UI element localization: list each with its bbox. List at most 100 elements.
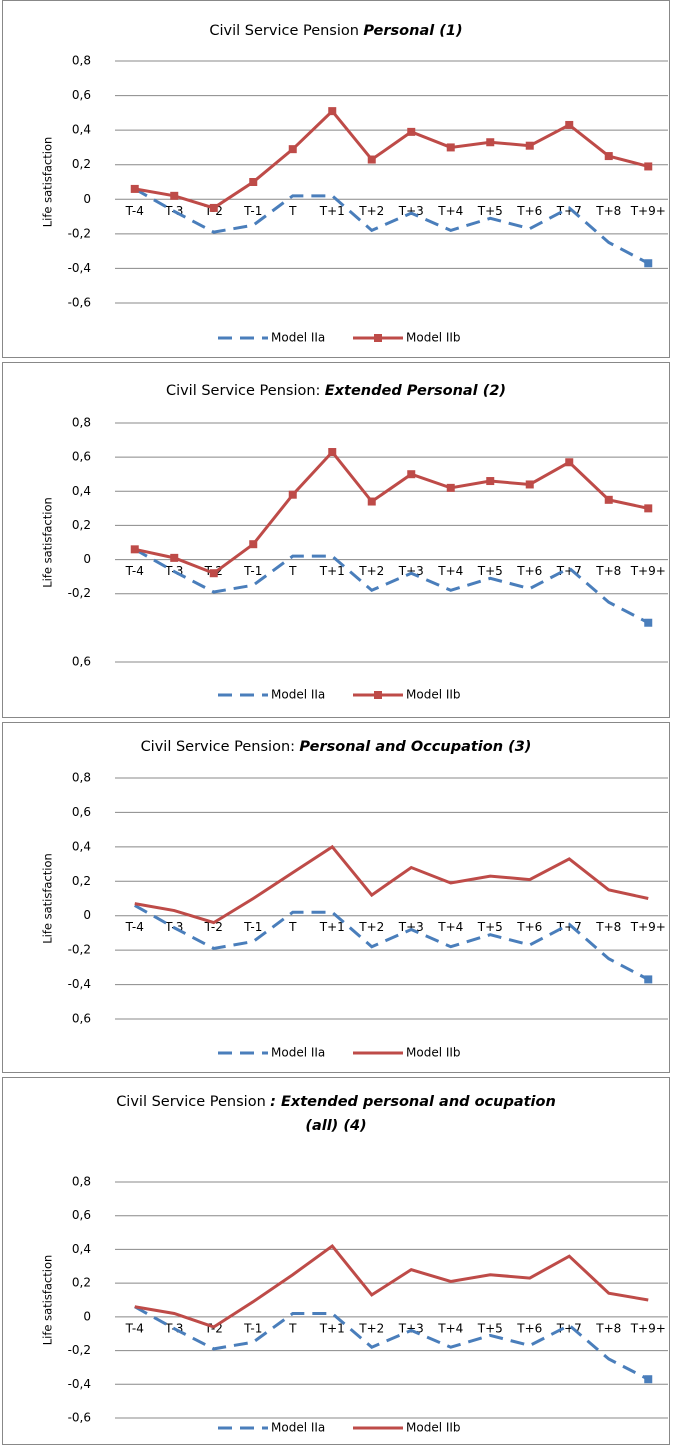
title-part: : Extended personal and ocupation (all) …: [270, 1094, 556, 1134]
x-tick-label: T+5: [477, 204, 503, 218]
x-tick-label: T+8: [595, 204, 621, 218]
chart-title: Civil Service Pension Personal (1): [36, 19, 636, 43]
y-tick-label: 0: [83, 192, 91, 206]
x-tick-label: T+2: [358, 1321, 384, 1335]
data-marker: [249, 540, 258, 549]
chart: 0,8 0,6 0,4 0,2 0 -0,2 -0,4 0,6 Life satisfactio…: [41, 771, 668, 1060]
y-tick-label: 0,6: [72, 805, 91, 819]
y-tick-label: 0,8: [72, 771, 91, 785]
data-marker: [644, 1375, 653, 1384]
series-line: [134, 187, 649, 265]
y-tick-label: 0,8: [72, 416, 91, 430]
data-marker: [288, 145, 297, 154]
data-marker: [407, 127, 416, 136]
data-marker: [604, 495, 613, 504]
x-tick-label: T-4: [125, 1321, 144, 1335]
data-marker: [644, 162, 653, 171]
series-line: [134, 449, 649, 575]
x-tick-label: T+2: [358, 920, 384, 934]
x-tick-label: T+1: [319, 564, 345, 578]
chart-panel: 0,8 0,6 0,4 0,2 0 -0,2 -0,4 -0,6 Life satisfacti…: [2, 0, 670, 358]
data-marker: [525, 480, 534, 489]
data-marker: [170, 553, 179, 562]
y-tick-label: 0,2: [72, 1276, 91, 1290]
x-tick-label: T+1: [319, 920, 345, 934]
legend-label: Model IIa: [271, 688, 325, 702]
y-tick-label: 0: [83, 552, 91, 566]
x-tick-label: T-1: [243, 1321, 262, 1335]
data-marker: [407, 470, 416, 479]
x-tick-label: T+6: [516, 564, 542, 578]
chart-title: Civil Service Pension: Extended Personal …: [36, 379, 636, 403]
title-part: Civil Service Pension:: [140, 739, 296, 755]
x-tick-label: T: [288, 1321, 297, 1335]
x-tick-label: T+5: [477, 1321, 503, 1335]
x-tick-label: T+1: [319, 204, 345, 218]
x-tick-label: T-1: [243, 564, 262, 578]
x-tick-label: T+5: [477, 564, 503, 578]
y-tick-label: -0,2: [68, 1343, 91, 1357]
x-tick-label: T+8: [595, 920, 621, 934]
y-tick-label: -0,2: [68, 226, 91, 240]
y-tick-label: -0,6: [68, 1411, 91, 1425]
y-tick-label: 0,6: [72, 655, 91, 669]
x-tick-label: T+9+: [630, 920, 666, 934]
series-line: [134, 904, 649, 981]
legend-label: Model IIa: [271, 1046, 325, 1060]
x-tick-label: T+9+: [630, 204, 666, 218]
data-marker: [486, 138, 495, 147]
y-tick-label: 0,8: [72, 54, 91, 68]
y-axis-title: Life satisfaction: [41, 853, 55, 944]
y-tick-label: 0: [83, 1309, 91, 1323]
data-marker: [209, 569, 218, 578]
title-part: Civil Service Pension: [116, 1094, 266, 1110]
chart-panel: 0,8 0,6 0,4 0,2 0 -0,2 0,6 Life satisfaction T-4…: [2, 362, 670, 718]
x-tick-label: T+4: [437, 1321, 463, 1335]
y-tick-label: 0,2: [72, 157, 91, 171]
y-tick-label: 0,4: [72, 484, 91, 498]
data-marker: [525, 141, 534, 150]
chart: 0,8 0,6 0,4 0,2 0 -0,2 0,6 Life satisfaction T-4…: [41, 416, 668, 702]
data-marker: [170, 191, 179, 200]
y-axis-title: Life satisfaction: [41, 1255, 55, 1346]
legend-label: Model IIb: [406, 1421, 461, 1435]
y-tick-label: -0,4: [68, 1377, 91, 1391]
y-tick-label: -0,6: [68, 296, 91, 310]
title-part: Personal (1): [363, 23, 463, 39]
y-tick-label: 0,8: [72, 1175, 91, 1189]
title-part: Civil Service Pension:: [165, 383, 321, 399]
data-marker: [130, 184, 139, 193]
y-tick-label: 0,4: [72, 1242, 91, 1256]
y-tick-label: -0,2: [68, 943, 91, 957]
y-tick-label: -0,4: [68, 977, 91, 991]
data-marker: [604, 152, 613, 161]
data-marker: [328, 107, 337, 116]
x-tick-label: T: [288, 564, 297, 578]
series-line: [134, 844, 649, 925]
data-marker: [209, 203, 218, 212]
data-marker: [565, 458, 574, 467]
data-marker: [446, 483, 455, 492]
x-tick-label: T+6: [516, 1321, 542, 1335]
y-tick-label: -0,4: [68, 261, 91, 275]
data-marker: [367, 155, 376, 164]
x-tick-label: T+3: [398, 920, 424, 934]
y-tick-label: 0,6: [72, 88, 91, 102]
x-tick-label: T+2: [358, 564, 384, 578]
title-part: Personal and Occupation (3): [299, 739, 532, 755]
data-marker: [130, 545, 139, 554]
y-tick-label: 0,2: [72, 874, 91, 888]
data-marker: [446, 143, 455, 152]
series-line: [134, 548, 649, 625]
legend-label: Model IIa: [271, 1421, 325, 1435]
x-tick-label: T-2: [204, 920, 223, 934]
y-tick-label: -0,2: [68, 586, 91, 600]
x-tick-label: T-4: [125, 920, 144, 934]
data-marker: [644, 975, 653, 984]
x-tick-label: T+9+: [630, 1321, 666, 1335]
x-tick-label: T+6: [516, 920, 542, 934]
data-marker: [565, 120, 574, 129]
y-tick-label: 0: [83, 908, 91, 922]
data-marker: [644, 259, 653, 268]
y-axis-title: Life satisfaction: [41, 137, 55, 228]
